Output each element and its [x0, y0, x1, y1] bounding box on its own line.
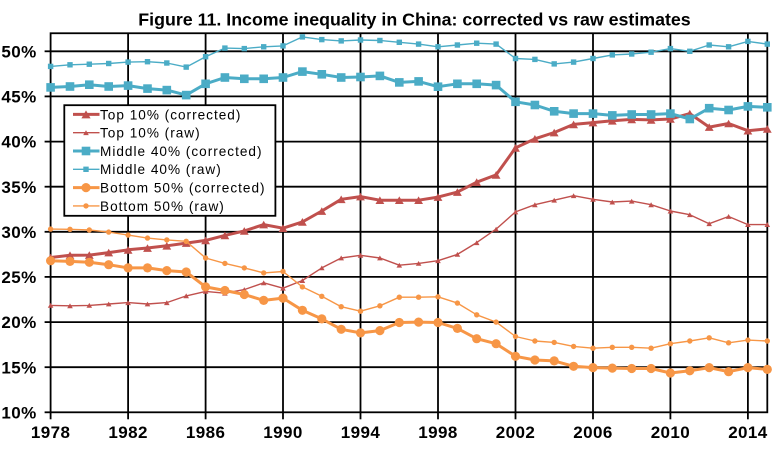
svg-text:1998: 1998	[418, 423, 457, 442]
svg-text:20%: 20%	[1, 313, 36, 332]
svg-text:30%: 30%	[1, 223, 36, 242]
svg-text:1994: 1994	[341, 423, 381, 442]
svg-text:50%: 50%	[1, 42, 36, 61]
svg-text:Top 10% (raw): Top 10% (raw)	[100, 126, 201, 141]
svg-text:40%: 40%	[1, 133, 36, 152]
svg-text:Figure 11. Income inequality i: Figure 11. Income inequality in China: c…	[138, 9, 691, 29]
svg-text:25%: 25%	[1, 268, 36, 287]
svg-text:1982: 1982	[108, 423, 147, 442]
svg-text:35%: 35%	[1, 178, 36, 197]
svg-text:1978: 1978	[31, 423, 70, 442]
svg-text:Bottom 50% (raw): Bottom 50% (raw)	[100, 199, 225, 214]
svg-text:45%: 45%	[1, 88, 36, 107]
svg-text:1986: 1986	[186, 423, 225, 442]
svg-text:Middle 40% (corrected): Middle 40% (corrected)	[100, 144, 263, 159]
svg-text:10%: 10%	[1, 403, 36, 422]
svg-text:15%: 15%	[1, 358, 36, 377]
svg-text:2006: 2006	[573, 423, 612, 442]
svg-text:2002: 2002	[496, 423, 535, 442]
svg-text:Middle 40% (raw): Middle 40% (raw)	[100, 162, 222, 177]
svg-text:Bottom 50% (corrected): Bottom 50% (corrected)	[100, 181, 266, 196]
svg-text:Top 10% (corrected): Top 10% (corrected)	[100, 107, 241, 122]
svg-text:2014: 2014	[728, 423, 768, 442]
svg-text:1990: 1990	[263, 423, 302, 442]
svg-text:2010: 2010	[651, 423, 690, 442]
